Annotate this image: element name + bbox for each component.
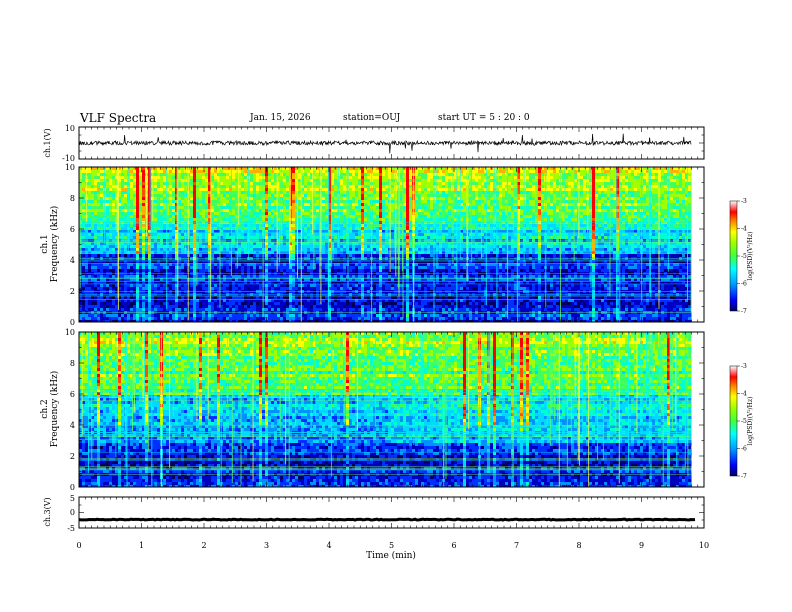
time-axis-ticks: 0 1 2 3 4 5 6 7 8 9 10 — [76, 541, 709, 550]
ch1-colorbar-tick: -3 — [741, 198, 747, 205]
time-axis-label: Time (min) — [366, 550, 416, 561]
ch2-colorbar-tick: -4 — [741, 391, 747, 398]
ch2-colorbar-tick: -7 — [741, 473, 747, 480]
ch2-colorbar-tick: -3 — [741, 363, 747, 370]
ch1-ytick-bottom: -10 — [62, 154, 75, 163]
ch1-ylabel-line1: ch.1 — [40, 234, 50, 253]
time-tick-label: 1 — [139, 541, 144, 550]
ch2-colorbar-label: log(PSD)(V²/Hz) — [747, 397, 754, 446]
ch3-ytick-mid: 0 — [70, 508, 75, 517]
ch2-frequency-ytick: 0 — [70, 483, 75, 492]
ch1-colorbar: -3 -4 -5 -6 -7 log(PSD)(V²/Hz) — [729, 198, 754, 315]
ch1-frequency-ytick: 8 — [70, 194, 75, 203]
ch2-ylabel-line1: ch.2 — [40, 399, 50, 418]
ch2-frequency-ytick: 6 — [70, 390, 75, 399]
ch1-waveform-panel: 10 -10 ch.1(V) — [43, 124, 705, 163]
ch1-colorbar-label: log(PSD)(V²/Hz) — [747, 232, 754, 281]
ch1-ylabel-line2: Frequency (kHz) — [49, 206, 60, 283]
time-tick-label: 8 — [576, 541, 581, 550]
ch1-ytick-top: 10 — [65, 124, 75, 133]
ch1-colorbar-tick: -5 — [741, 253, 747, 260]
ch1-frequency-ytick: 4 — [70, 256, 75, 265]
time-tick-label: 4 — [326, 541, 331, 550]
ch1-waveform-ylabel: ch.1(V) — [43, 128, 52, 157]
ch2-frequency-ytick: 4 — [70, 421, 75, 430]
ch1-spectrogram-panel: 0 2 4 6 8 10 ch.1 Frequency (kHz) -3 -4 -5 -6 -7 … — [40, 163, 754, 327]
ch2-frequency-ytick: 10 — [65, 328, 75, 337]
ch1-frequency-ytick: 2 — [70, 287, 75, 296]
ch1-frequency-ylabel: ch.1 Frequency (kHz) — [40, 206, 60, 283]
ch3-waveform-panel: 5 0 -5 ch.3(V) — [43, 494, 705, 533]
ch1-frequency-ytick: 10 — [65, 163, 75, 172]
figure-title: VLF Spectra — [80, 111, 156, 125]
time-tick-label: 3 — [264, 541, 269, 550]
ch2-colorbar-tick: -6 — [741, 446, 747, 453]
ch3-ytick-top: 5 — [70, 494, 75, 503]
date-label: Jan. 15, 2026 — [250, 113, 311, 123]
ch1-colorbar-tick: -4 — [741, 226, 747, 233]
time-tick-label: 0 — [76, 541, 81, 550]
ch2-ylabel-line2: Frequency (kHz) — [49, 371, 60, 448]
start-ut-label: start UT = 5 : 20 : 0 — [438, 113, 530, 123]
ch2-frequency-ytick: 8 — [70, 359, 75, 368]
ch2-spectrogram-panel: 0 2 4 6 8 10 ch.2 Frequency (kHz) -3 -4 -5 -6 -7 … — [40, 328, 754, 492]
time-tick-label: 10 — [699, 541, 709, 550]
ch2-colorbar: -3 -4 -5 -6 -7 log(PSD)(V²/Hz) — [729, 363, 754, 480]
ch3-waveform-ylabel: ch.3(V) — [43, 497, 52, 526]
ch2-colorbar-tick: -5 — [741, 418, 747, 425]
time-tick-label: 2 — [201, 541, 206, 550]
ch1-frequency-ytick: 6 — [70, 225, 75, 234]
ch1-colorbar-tick: -6 — [741, 281, 747, 288]
ch3-waveform-line — [79, 517, 696, 522]
ch2-frequency-ylabel: ch.2 Frequency (kHz) — [40, 371, 60, 448]
time-tick-label: 5 — [389, 541, 394, 550]
ch1-colorbar-tick: -7 — [741, 308, 747, 315]
time-tick-label: 6 — [451, 541, 456, 550]
time-tick-label: 9 — [639, 541, 644, 550]
ch3-ytick-bottom: -5 — [67, 524, 75, 533]
ch1-frequency-ytick: 0 — [70, 318, 75, 327]
time-tick-label: 7 — [514, 541, 519, 550]
station-label: station=OUJ — [343, 113, 400, 123]
ch2-frequency-ytick: 2 — [70, 452, 75, 461]
ch1-waveform-line — [79, 133, 692, 154]
